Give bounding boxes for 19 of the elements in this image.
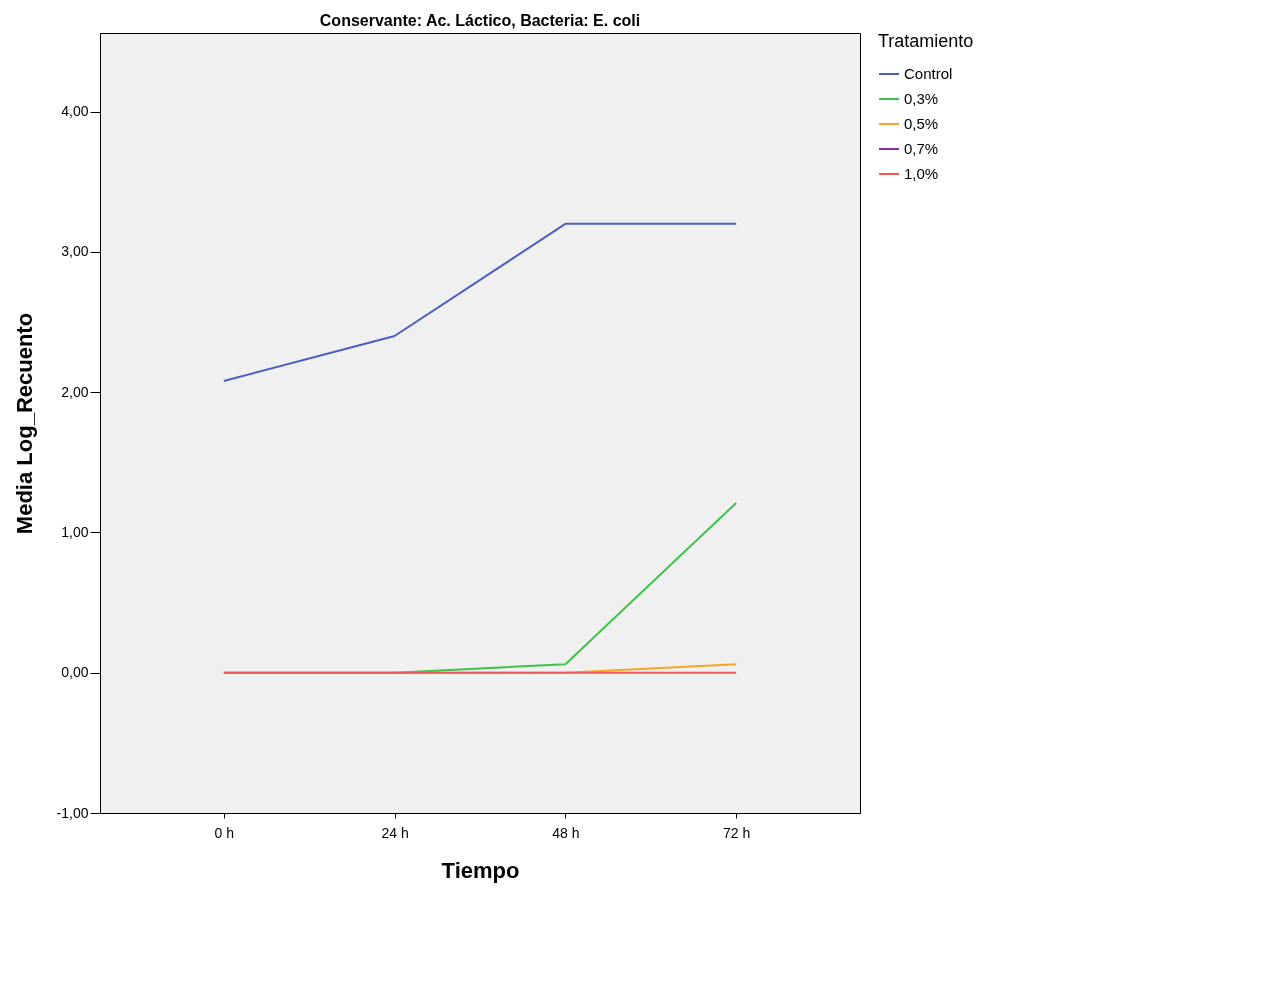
legend-label: 0,3% (904, 90, 939, 107)
y-tick-label: 3,00 (61, 243, 89, 260)
legend-label: 0,5% (904, 115, 939, 132)
y-tick-label: 2,00 (61, 383, 89, 400)
x-tick-label: 24 h (381, 824, 409, 841)
x-tick-label: 72 h (723, 824, 751, 841)
x-axis-title: Tiempo (441, 857, 520, 883)
x-tick-label: 0 h (214, 824, 235, 841)
y-tick-label: -1,00 (56, 804, 89, 821)
legend-label: Control (904, 65, 953, 82)
x-tick-label: 48 h (552, 824, 580, 841)
legend-label: 1,0% (904, 165, 939, 182)
y-tick-label: 1,00 (61, 523, 89, 540)
y-tick-label: 0,00 (61, 664, 89, 681)
legend-title: Tratamiento (878, 31, 974, 51)
y-tick-label: 4,00 (61, 103, 89, 120)
legend-label: 0,7% (904, 140, 939, 157)
chart-title: Conservante: Ac. Láctico, Bacteria: E. coli (319, 12, 641, 29)
y-axis-title: Media Log_Recuento (11, 312, 37, 535)
